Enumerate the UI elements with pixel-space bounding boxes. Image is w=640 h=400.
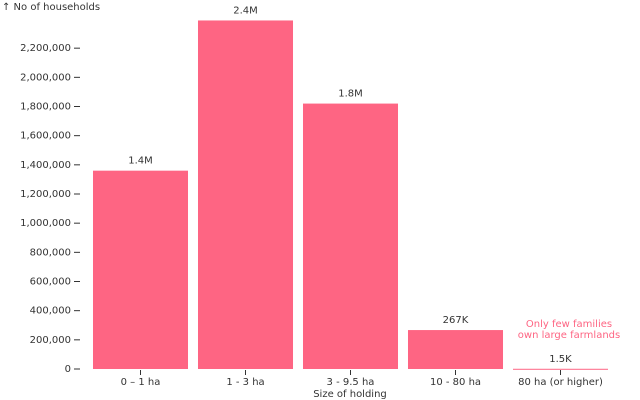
x-tick-label: 10 - 80 ha — [430, 377, 481, 388]
y-tick-label: 400,000 — [30, 306, 71, 317]
y-tick-label: 600,000 — [30, 277, 71, 288]
x-tick-label: 0 – 1 ha — [121, 377, 161, 388]
bar — [302, 103, 399, 369]
y-tick-label: 1,000,000 — [20, 218, 71, 229]
bar — [512, 368, 609, 370]
y-tick-label: 800,000 — [30, 247, 71, 258]
annotation: own large farmlands — [518, 330, 620, 341]
bar — [197, 20, 294, 369]
y-tick-label: 200,000 — [30, 335, 71, 346]
y-tick-label: 1,200,000 — [20, 189, 71, 200]
y-tick-label: 1,400,000 — [20, 160, 71, 171]
y-tick-label: 1,800,000 — [20, 102, 71, 113]
value-label: 2.4M — [233, 5, 258, 16]
value-label: 1.4M — [128, 156, 153, 167]
x-tick-label: 1 - 3 ha — [226, 377, 264, 388]
value-label: 267K — [443, 315, 469, 326]
value-label: 1.8M — [338, 89, 363, 100]
value-label: 1.5K — [549, 354, 572, 365]
x-axis-title: Size of holding — [313, 389, 387, 400]
y-axis-title: ↑ No of households — [2, 2, 100, 13]
y-tick-label: 1,600,000 — [20, 131, 71, 142]
y-tick-label: 2,200,000 — [20, 43, 71, 54]
x-tick-label: 80 ha (or higher) — [518, 377, 603, 388]
y-tick-label: 0 — [65, 364, 71, 375]
bar — [92, 170, 189, 369]
bar — [407, 330, 504, 369]
annotation: Only few families — [526, 319, 612, 330]
y-tick-label: 2,000,000 — [20, 72, 71, 83]
x-tick-label: 3 - 9.5 ha — [327, 377, 375, 388]
